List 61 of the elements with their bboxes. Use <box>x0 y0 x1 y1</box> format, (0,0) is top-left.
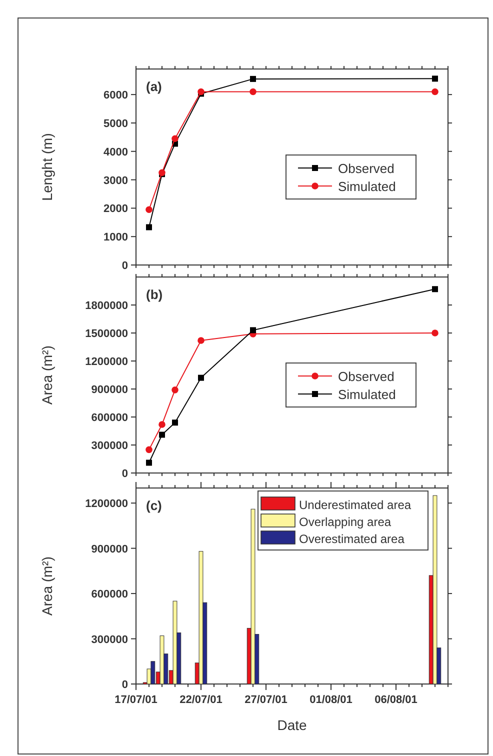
y-tick-label: 1800000 <box>85 300 128 312</box>
point <box>146 206 152 214</box>
y-axis-title: Area (m²) <box>39 556 55 616</box>
y-tick-label: 900000 <box>91 543 128 556</box>
x-tick-label: 17/07/01 <box>114 694 158 706</box>
y-tick-label: 0 <box>122 260 128 272</box>
bar <box>250 508 256 684</box>
point <box>432 88 438 96</box>
y-tick-label: 1500000 <box>85 328 128 340</box>
point <box>146 224 152 230</box>
text: (c) <box>146 498 162 513</box>
y-tick-label: 3000 <box>104 174 128 187</box>
y-tick-label: 2000 <box>104 203 128 216</box>
legend-label: Observed <box>338 369 394 384</box>
y-axis-title: Area (m²) <box>39 345 55 405</box>
point <box>432 76 438 82</box>
text: (b) <box>146 287 163 302</box>
y-tick-label: 600000 <box>91 412 128 424</box>
y-tick-label: 6000 <box>104 90 128 102</box>
point <box>146 446 152 454</box>
x-axis-title: Date <box>277 717 307 733</box>
y-tick-label: 900000 <box>91 384 128 396</box>
point <box>250 327 256 334</box>
bar <box>160 636 164 684</box>
point <box>158 421 166 428</box>
y-tick-label: 1200000 <box>85 356 128 368</box>
y-tick-label: 0 <box>122 468 128 480</box>
y-tick-label: 1000 <box>104 232 128 244</box>
legend-label: Simulated <box>338 179 396 194</box>
y-tick-label: 0 <box>122 679 128 691</box>
y-tick-label: 1200000 <box>85 498 128 510</box>
point <box>172 135 178 142</box>
y-tick-label: 4000 <box>104 146 128 158</box>
x-tick-label: 22/07/01 <box>180 694 222 706</box>
point <box>198 337 204 344</box>
y-tick-label: 5000 <box>104 118 128 130</box>
point <box>432 330 438 336</box>
y-tick-label: 600000 <box>91 588 128 601</box>
legend-label: Overlapping area <box>299 515 392 529</box>
bar <box>432 495 438 684</box>
point <box>250 88 256 96</box>
legend-label: Simulated <box>338 387 396 402</box>
point <box>250 76 256 82</box>
point <box>146 460 152 466</box>
bar <box>172 600 178 684</box>
legend-label: Observed <box>338 161 394 176</box>
point <box>198 88 204 96</box>
text: (a) <box>146 79 162 94</box>
point <box>432 286 438 292</box>
y-tick-label: 300000 <box>91 440 128 452</box>
legend-label: Overestimated area <box>299 532 405 546</box>
point <box>172 420 178 426</box>
y-tick-label: 300000 <box>91 634 128 646</box>
y-axis-title: Lenght (m) <box>39 133 55 201</box>
point <box>172 386 178 394</box>
x-tick-label: 27/07/01 <box>244 694 288 706</box>
point <box>198 374 204 381</box>
legend-label: Underestimated area <box>299 498 412 512</box>
x-tick-label: 06/08/01 <box>374 694 418 706</box>
x-tick-label: 01/08/01 <box>310 694 352 706</box>
point <box>159 432 165 438</box>
